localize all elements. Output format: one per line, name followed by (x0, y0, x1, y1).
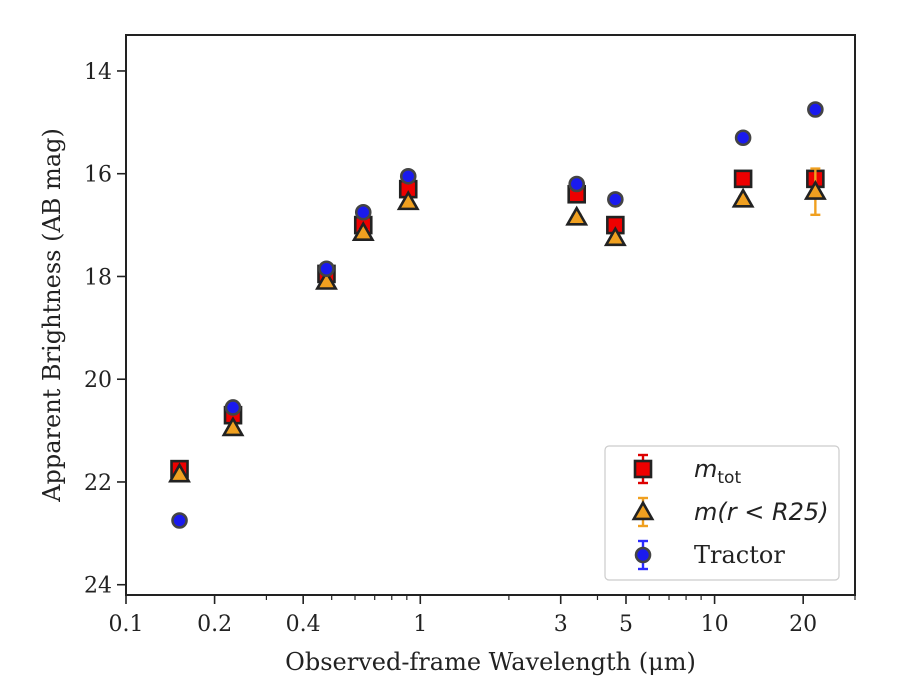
mtot-point (733, 169, 753, 189)
legend-label-mtot: mtot (694, 455, 741, 488)
series-mr25 (168, 167, 827, 483)
x-axis-ticks: 0.1 0.2 0.4 1 3 5 10 20 (109, 595, 856, 637)
x-tick-label: 0.1 (109, 612, 144, 637)
legend-tractor-marker (634, 546, 652, 564)
legend-label-tractor: Tractor (694, 541, 785, 569)
series-mtot (170, 169, 825, 479)
y-tick-label: 24 (84, 574, 112, 599)
mr25-point (731, 187, 755, 208)
tractor-point (807, 101, 824, 118)
y-axis-ticks: 14 16 18 20 22 24 (84, 60, 126, 599)
tractor-point (568, 175, 586, 193)
legend: mtot m(r < R25) Tractor (604, 445, 840, 581)
tractor-point (734, 129, 752, 147)
tractor-point (224, 399, 242, 416)
mr25-point (396, 190, 420, 211)
x-tick-label: 3 (554, 612, 568, 637)
mr25-point (221, 416, 245, 437)
tractor-point (399, 167, 417, 185)
legend-entry-mr25: m(r < R25) (631, 496, 829, 528)
mr25-point (603, 226, 627, 247)
y-tick-label: 18 (84, 265, 112, 290)
x-tick-label: 10 (701, 612, 729, 637)
x-tick-label: 20 (789, 612, 817, 637)
x-tick-label: 1 (413, 612, 427, 637)
y-tick-label: 20 (84, 368, 112, 393)
x-tick-label: 0.2 (197, 612, 232, 637)
x-tick-label: 0.4 (286, 612, 321, 637)
y-axis-label: Apparent Brightness (AB mag) (38, 128, 66, 503)
tractor-point (354, 203, 372, 221)
y-tick-label: 16 (84, 163, 112, 188)
x-axis-label: Observed-frame Wavelength (μm) (285, 648, 696, 676)
plot-frame (125, 34, 856, 596)
legend-box (604, 445, 840, 581)
legend-mr25-marker (631, 500, 655, 521)
data-points (168, 101, 827, 529)
mr25-point (168, 462, 191, 483)
y-tick-label: 14 (84, 60, 112, 85)
legend-entry-mtot: mtot (633, 453, 741, 488)
legend-label-mr25: m(r < R25) (694, 498, 829, 526)
tractor-point (607, 191, 624, 208)
tractor-point (171, 512, 188, 529)
legend-mtot-marker (633, 459, 653, 479)
mr25-point (565, 205, 589, 226)
mr25-point (351, 220, 375, 241)
mr25-point (803, 179, 827, 200)
mr25-point (315, 269, 338, 290)
tractor-point (318, 260, 335, 278)
x-tick-label: 5 (619, 612, 633, 637)
series-tractor (171, 101, 824, 529)
legend-entry-tractor: Tractor (634, 539, 785, 571)
y-tick-label: 22 (84, 471, 112, 496)
